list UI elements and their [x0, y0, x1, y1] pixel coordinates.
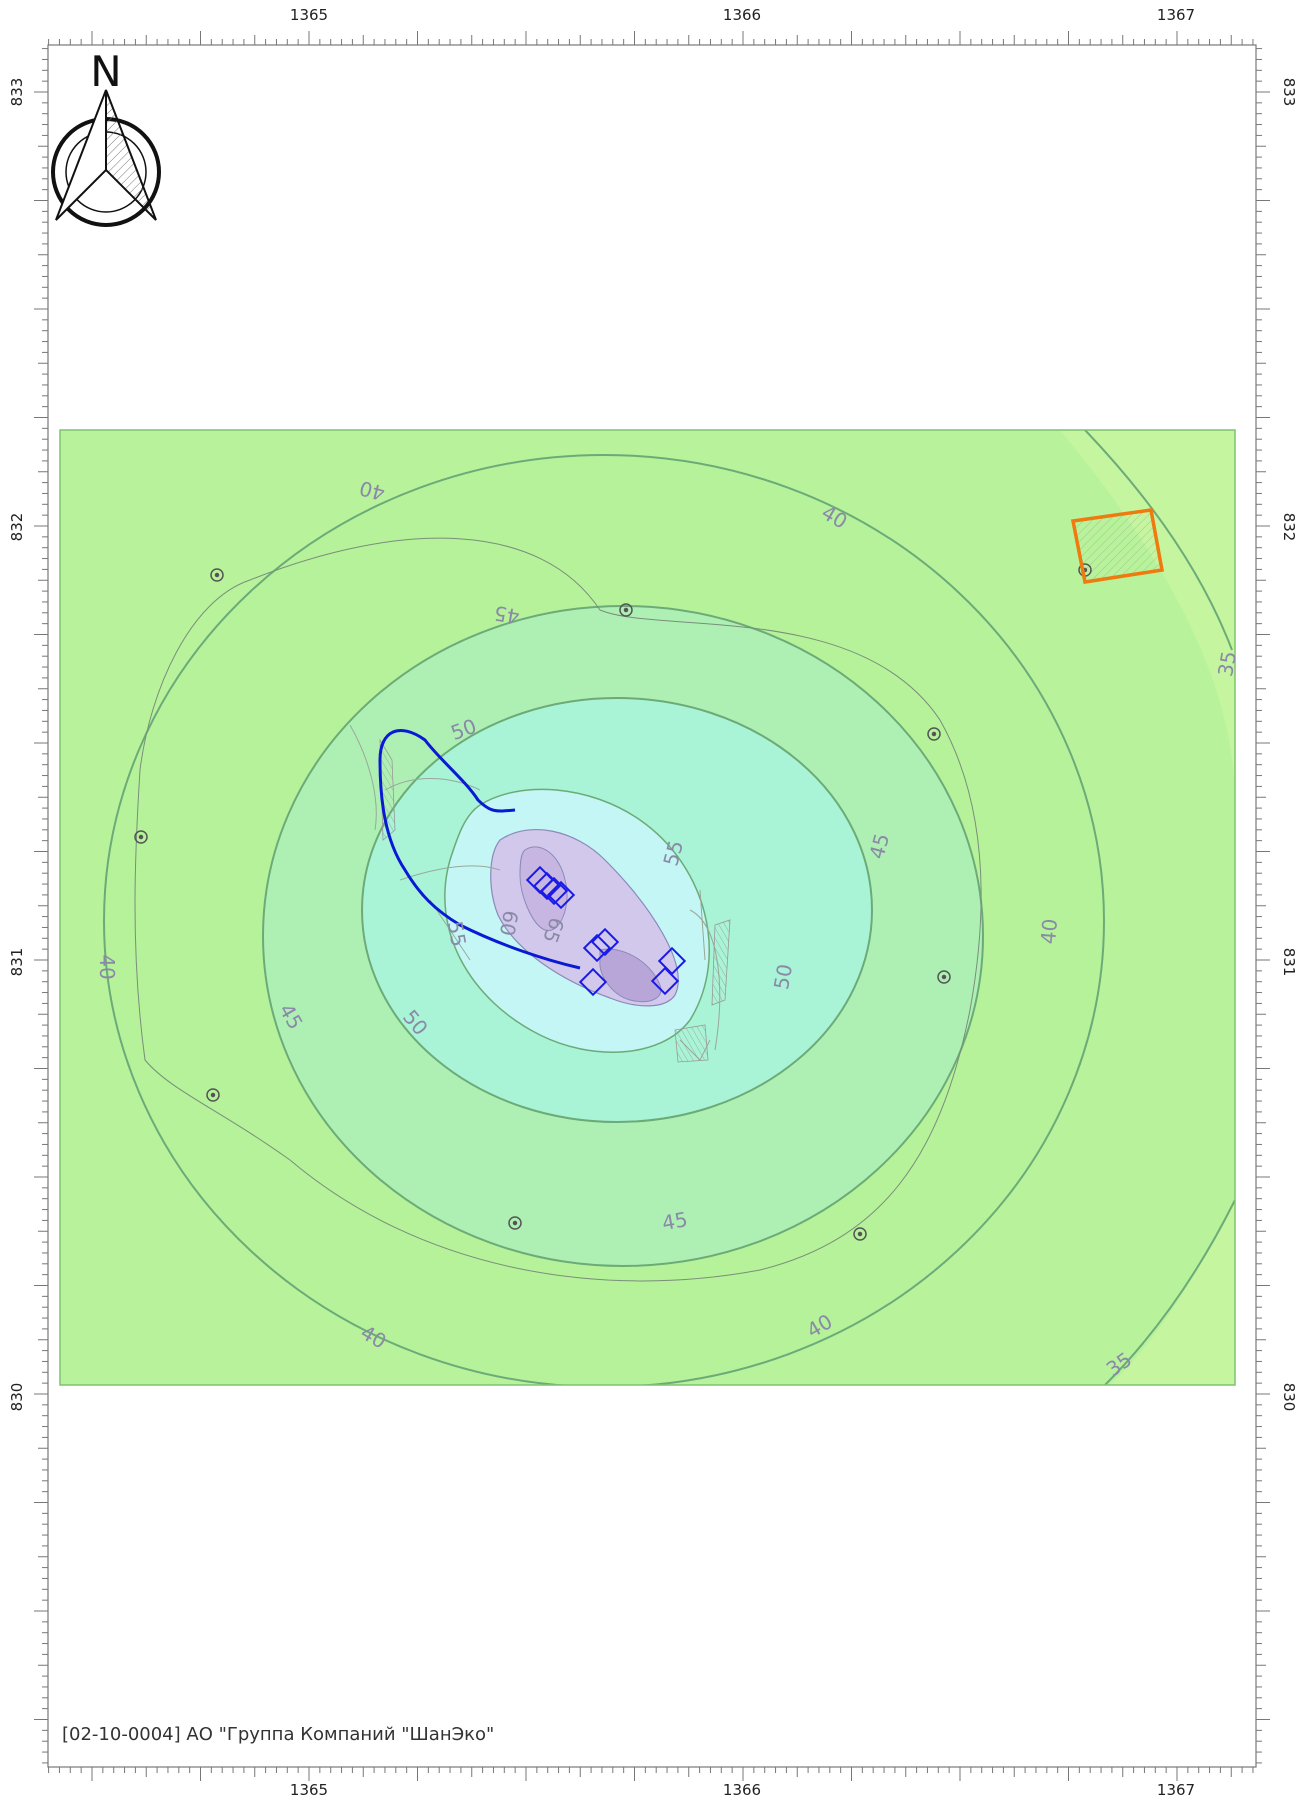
isoline-35-top — [1084, 430, 1233, 651]
control-point-dot — [857, 1231, 863, 1237]
emission-sources — [525, 865, 687, 997]
contour-label-40: 40 — [1036, 918, 1062, 945]
footer-company-info: [02-10-0004] АО "Группа Компаний "ШанЭко… — [62, 1724, 495, 1745]
control-points — [134, 563, 1092, 1241]
x-tick-bottom-1366: 1366 — [723, 1781, 761, 1799]
control-point-dot — [138, 834, 144, 840]
contour-label-40: 40 — [95, 954, 119, 979]
y-tick-right-831: 831 — [1280, 948, 1298, 977]
territory-boundary-line — [134, 537, 982, 1282]
control-point-dot — [931, 731, 937, 737]
contour-label-45: 45 — [660, 1207, 689, 1235]
control-point[interactable] — [206, 1088, 220, 1102]
x-tick-bottom-1365: 1365 — [290, 1781, 328, 1799]
y-tick-right-830: 830 — [1280, 1383, 1298, 1412]
control-point-dot — [210, 1092, 216, 1098]
y-tick-left-831: 831 — [8, 948, 26, 977]
source-marker[interactable] — [546, 880, 576, 910]
contour-label-55: 55 — [443, 919, 471, 948]
sanitary-zone-line — [378, 729, 581, 970]
x-tick-top-1365: 1365 — [290, 6, 328, 24]
x-tick-top-1366: 1366 — [723, 6, 761, 24]
control-point-dot — [512, 1220, 518, 1226]
y-tick-left-830: 830 — [8, 1383, 26, 1412]
y-tick-right-833: 833 — [1280, 78, 1298, 107]
control-point[interactable] — [508, 1216, 522, 1230]
contour-label-35: 35 — [1213, 649, 1241, 678]
compass-north-label: N — [90, 47, 121, 96]
x-tick-bottom-1367: 1367 — [1157, 1781, 1195, 1799]
contour-label-60: 60 — [495, 909, 523, 938]
control-point[interactable] — [619, 603, 633, 617]
compass-needle-right — [105, 89, 157, 221]
north-arrow: N — [51, 47, 161, 227]
control-point-dot — [214, 572, 220, 578]
y-tick-left-832: 832 — [8, 513, 26, 542]
contour-label-45: 45 — [492, 601, 521, 629]
ruler-ticks — [34, 31, 1270, 1781]
industrial-site-lines — [349, 724, 721, 1061]
control-point[interactable] — [853, 1227, 867, 1241]
control-point-dot — [941, 974, 947, 980]
calc-area-border — [59, 429, 1236, 1386]
control-point[interactable] — [134, 830, 148, 844]
control-point[interactable] — [927, 727, 941, 741]
residential-object-outline[interactable] — [1070, 508, 1165, 584]
source-marker[interactable] — [578, 967, 608, 997]
control-point-dot — [623, 607, 629, 613]
control-point[interactable] — [210, 568, 224, 582]
y-tick-right-832: 832 — [1280, 513, 1298, 542]
source-marker[interactable] — [539, 876, 569, 906]
control-point[interactable] — [937, 970, 951, 984]
contour-fill-area — [60, 430, 1235, 1385]
y-tick-left-833: 833 — [8, 78, 26, 107]
source-marker[interactable] — [590, 927, 620, 957]
x-tick-top-1367: 1367 — [1157, 6, 1195, 24]
contour-label-50: 50 — [769, 962, 797, 991]
source-marker[interactable] — [657, 946, 687, 976]
source-marker[interactable] — [650, 966, 680, 996]
isoline-35-bottom — [1104, 1199, 1235, 1385]
